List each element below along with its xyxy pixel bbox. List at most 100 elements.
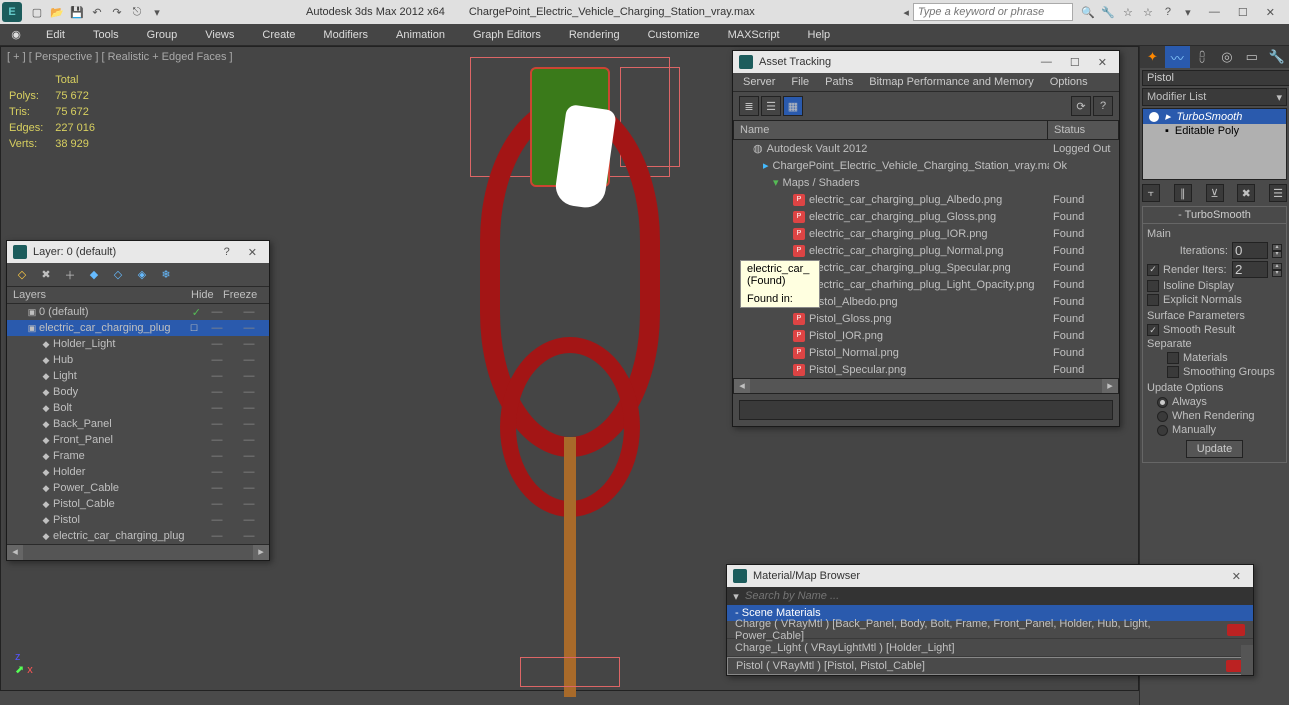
binoculars-icon[interactable]: 🔍	[1079, 3, 1097, 21]
asset-tb-list-icon[interactable]: ☰	[761, 96, 781, 116]
menu-animation[interactable]: Animation	[382, 29, 459, 41]
help-search-input[interactable]	[914, 6, 1072, 18]
explicit-check[interactable]	[1147, 294, 1159, 306]
asset-max-icon[interactable]: ☐	[1064, 56, 1086, 69]
asset-path-input[interactable]	[739, 400, 1113, 420]
object-name-input[interactable]	[1142, 70, 1289, 86]
menu-rendering[interactable]: Rendering	[555, 29, 634, 41]
new-layer-icon[interactable]: ◇	[13, 266, 31, 284]
asset-hscroll[interactable]: ◂▸	[733, 378, 1119, 394]
star-icon[interactable]: ☆	[1119, 3, 1137, 21]
asset-tb-tree-icon[interactable]: ≣	[739, 96, 759, 116]
manually-radio[interactable]	[1157, 425, 1168, 436]
help-icon[interactable]: ?	[1159, 3, 1177, 21]
material-browser-dialog[interactable]: Material/Map Browser ✕ ▾ - Scene Materia…	[726, 564, 1254, 676]
render-iter-spinner[interactable]: ▴▾	[1272, 263, 1282, 277]
layer-row[interactable]: ◆Light——	[7, 368, 269, 384]
menu-create[interactable]: Create	[248, 29, 309, 41]
open-icon[interactable]: 📂	[48, 3, 66, 21]
undo-icon[interactable]: ↶	[88, 3, 106, 21]
menu-customize[interactable]: Customize	[634, 29, 714, 41]
asset-close-icon[interactable]: ✕	[1092, 56, 1113, 69]
modifier-editable-poly[interactable]: ▪Editable Poly	[1143, 124, 1286, 138]
menu-modifiers[interactable]: Modifiers	[309, 29, 382, 41]
layer-row[interactable]: ◆Frame——	[7, 448, 269, 464]
link-icon[interactable]: ⎋	[128, 3, 146, 21]
rollout-title[interactable]: TurboSmooth	[1185, 209, 1251, 221]
asset-tb-table-icon[interactable]: ▦	[783, 96, 803, 116]
delete-layer-icon[interactable]: ✖	[37, 266, 55, 284]
tab-modify-icon[interactable]: 〰	[1165, 46, 1190, 68]
layer-row[interactable]: ▣0 (default)✓——	[7, 304, 269, 320]
modifier-turbosmooth[interactable]: ▸TurboSmooth	[1143, 109, 1286, 124]
tab-create-icon[interactable]: ✦	[1140, 46, 1165, 68]
layer-row[interactable]: ◆Holder_Light——	[7, 336, 269, 352]
asset-row[interactable]: ◍Autodesk Vault 2012Logged Out	[733, 140, 1119, 157]
materials-check[interactable]	[1167, 352, 1179, 364]
col-freeze[interactable]: Freeze	[223, 289, 263, 301]
unique-icon[interactable]: ⊻	[1206, 184, 1224, 202]
redo-icon[interactable]: ↷	[108, 3, 126, 21]
tab-motion-icon[interactable]: ◎	[1214, 46, 1239, 68]
search-prev-icon[interactable]: ◂	[903, 6, 909, 19]
menu-group[interactable]: Group	[133, 29, 192, 41]
app-logo[interactable]: E	[2, 2, 22, 22]
material-row[interactable]: Pistol ( VRayMtl ) [Pistol, Pistol_Cable…	[727, 657, 1253, 675]
asset-row[interactable]: PPistol_Specular.pngFound	[733, 361, 1119, 378]
asset-row[interactable]: Pelectric_car_charging_plug_Albedo.pngFo…	[733, 191, 1119, 208]
key-icon[interactable]: 🔧	[1099, 3, 1117, 21]
layer-row[interactable]: ◆Pistol_Cable——	[7, 496, 269, 512]
smooth-result-check[interactable]: ✓	[1147, 324, 1159, 336]
iterations-input[interactable]	[1232, 242, 1268, 259]
save-icon[interactable]: 💾	[68, 3, 86, 21]
asset-min-icon[interactable]: ―	[1035, 56, 1058, 68]
menu-edit[interactable]: Edit	[32, 29, 79, 41]
select-layer-icon[interactable]: ◆	[85, 266, 103, 284]
minimize-button[interactable]: ―	[1209, 6, 1220, 19]
asset-row[interactable]: ▾Maps / Shaders	[733, 174, 1119, 191]
tab-utilities-icon[interactable]: 🔧	[1264, 46, 1289, 68]
material-search-input[interactable]	[745, 590, 1253, 602]
star2-icon[interactable]: ☆	[1139, 3, 1157, 21]
asset-menu-options[interactable]: Options	[1050, 76, 1088, 88]
asset-row[interactable]: Pelectric_car_charging_plug_IOR.pngFound	[733, 225, 1119, 242]
layer-row[interactable]: ◆Hub——	[7, 352, 269, 368]
material-scrollbar[interactable]	[1241, 645, 1253, 675]
layer-row[interactable]: ▣electric_car_charging_plug☐——	[7, 320, 269, 336]
layer-row[interactable]: ◆Holder——	[7, 464, 269, 480]
smoothgrp-check[interactable]	[1167, 366, 1179, 378]
iter-spinner[interactable]: ▴▾	[1272, 244, 1282, 258]
material-row[interactable]: Charge ( VRayMtl ) [Back_Panel, Body, Bo…	[727, 621, 1253, 639]
pin-stack-icon[interactable]: ⫟	[1142, 184, 1160, 202]
material-close-icon[interactable]: ✕	[1226, 570, 1247, 583]
render-iter-check[interactable]: ✓	[1147, 264, 1159, 276]
menu-maxscript[interactable]: MAXScript	[714, 29, 794, 41]
asset-row[interactable]: PPistol_Normal.pngFound	[733, 344, 1119, 361]
asset-row[interactable]: PPistol_IOR.pngFound	[733, 327, 1119, 344]
asset-menu-bitmap[interactable]: Bitmap Performance and Memory	[869, 76, 1033, 88]
render-iter-input[interactable]	[1232, 261, 1268, 278]
material-menu-icon[interactable]: ▾	[727, 590, 745, 603]
layer-dialog[interactable]: Layer: 0 (default) ? ✕ ◇ ✖ ＋ ◆ ◇ ◈ ❄ Lay…	[6, 240, 270, 561]
menu-grapheditors[interactable]: Graph Editors	[459, 29, 555, 41]
layer-row[interactable]: ◆electric_car_charging_plug——	[7, 528, 269, 544]
close-button[interactable]: ✕	[1266, 6, 1275, 19]
asset-tb-refresh-icon[interactable]: ⟳	[1071, 96, 1091, 116]
layer-row[interactable]: ◆Back_Panel——	[7, 416, 269, 432]
hide-layer-icon[interactable]: ◈	[133, 266, 151, 284]
tab-display-icon[interactable]: ▭	[1239, 46, 1264, 68]
menu-help[interactable]: Help	[794, 29, 845, 41]
show-end-icon[interactable]: ∥	[1174, 184, 1192, 202]
remove-mod-icon[interactable]: ✖	[1237, 184, 1255, 202]
layer-row[interactable]: ◆Pistol——	[7, 512, 269, 528]
help-dd-icon[interactable]: ▾	[1179, 3, 1197, 21]
asset-row[interactable]: Pelectric_car_charging_plug_Gloss.pngFou…	[733, 208, 1119, 225]
tab-hierarchy-icon[interactable]: ⩉	[1190, 46, 1215, 68]
asset-table[interactable]: ◍Autodesk Vault 2012Logged Out ▸ChargePo…	[733, 140, 1119, 378]
asset-col-name[interactable]: Name	[734, 121, 1048, 139]
asset-col-status[interactable]: Status	[1048, 121, 1118, 139]
asset-menu-paths[interactable]: Paths	[825, 76, 853, 88]
layer-help-icon[interactable]: ?	[218, 246, 236, 258]
asset-menu-server[interactable]: Server	[743, 76, 775, 88]
asset-menu-file[interactable]: File	[791, 76, 809, 88]
